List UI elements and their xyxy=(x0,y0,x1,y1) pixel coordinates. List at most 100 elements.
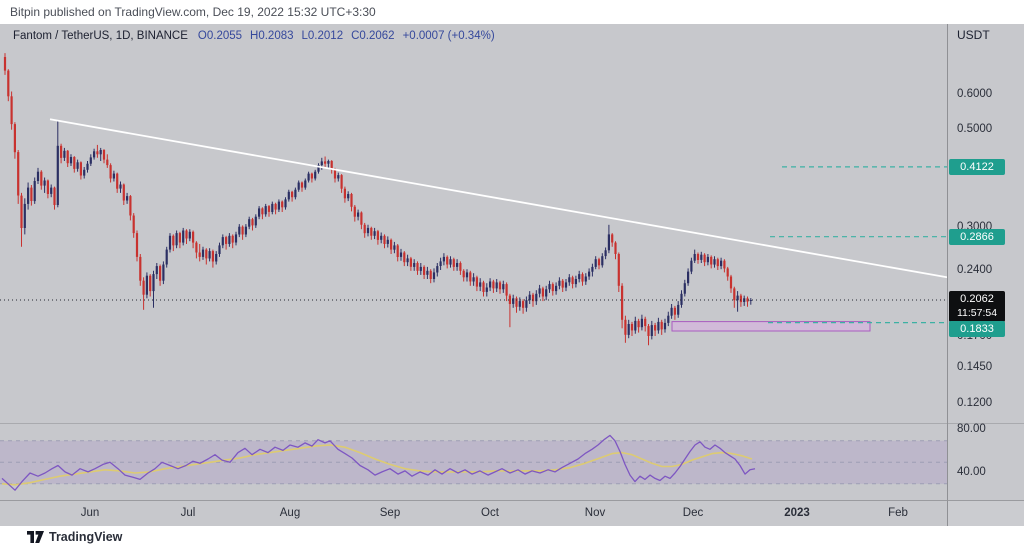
candle-body xyxy=(594,259,597,267)
candle-body xyxy=(297,182,300,190)
candle-body xyxy=(465,272,469,278)
candle-body xyxy=(541,288,544,297)
candle-body xyxy=(403,252,406,263)
candle-body xyxy=(680,293,683,305)
candle-body xyxy=(23,203,26,228)
candle-body xyxy=(746,298,749,302)
candle-body xyxy=(660,321,663,330)
candle-body xyxy=(294,189,297,198)
candle-body xyxy=(60,145,63,158)
candle-body xyxy=(581,274,584,282)
price-tick-label: 0.6000 xyxy=(957,88,993,100)
candle-body xyxy=(231,235,234,243)
level-price-badge: 0.4122 xyxy=(949,159,1005,175)
candle-body xyxy=(89,157,92,164)
candle-body xyxy=(601,256,604,266)
candle-body xyxy=(363,224,366,234)
candle-body xyxy=(383,235,386,244)
candle-body xyxy=(112,173,115,179)
rsi-line xyxy=(1,434,756,491)
time-axis-label: Nov xyxy=(584,507,606,519)
candle-body xyxy=(221,237,224,246)
candle-body xyxy=(314,171,317,179)
trendline xyxy=(49,118,947,279)
candle-body xyxy=(132,215,135,234)
candle-body xyxy=(637,320,640,328)
candle-body xyxy=(432,272,436,279)
candle-body xyxy=(129,196,132,216)
candle-body xyxy=(568,277,571,283)
candle-body xyxy=(670,307,673,316)
symbol-legend[interactable]: Fantom / TetherUS, 1D, BINANCE O0.2055 H0.… xyxy=(13,30,503,42)
level-price-badge: 0.1833 xyxy=(949,321,1005,337)
candle-body xyxy=(739,295,742,303)
candle-body xyxy=(76,162,79,169)
candle-body xyxy=(248,219,251,227)
candle-body xyxy=(145,275,148,295)
price-axis[interactable]: USDT 0.60000.50000.40000.30000.24000.170… xyxy=(947,24,1024,500)
time-axis[interactable]: Jun Jul Aug Sep Oct Nov Dec 2023 Feb xyxy=(0,500,947,527)
candle-body xyxy=(251,219,254,226)
candle-body xyxy=(93,151,96,158)
candle-body xyxy=(690,260,693,272)
legend-high: H0.2083 xyxy=(250,30,294,42)
candle-body xyxy=(317,165,320,172)
candle-body xyxy=(723,260,726,269)
candle-body xyxy=(254,216,257,226)
candle-body xyxy=(657,321,660,331)
price-pane-canvas[interactable] xyxy=(0,24,947,424)
candle-body xyxy=(99,150,102,155)
time-axis-label: Jul xyxy=(180,507,196,519)
candle-body xyxy=(324,161,327,164)
price-tick-label: 0.1450 xyxy=(957,361,993,373)
candle-body xyxy=(178,233,181,243)
candle-body xyxy=(452,259,455,267)
rsi-pane-canvas[interactable] xyxy=(0,424,947,500)
candle-body xyxy=(333,169,337,179)
candle-body xyxy=(634,320,637,331)
candle-body xyxy=(320,161,323,166)
candle-body xyxy=(551,284,554,292)
candle-body xyxy=(366,227,370,234)
candle-body xyxy=(495,282,498,289)
candle-body xyxy=(673,307,676,315)
tradingview-logo[interactable]: TradingView xyxy=(27,530,122,544)
candle-body xyxy=(340,175,343,189)
symbol-name[interactable]: Fantom / TetherUS, 1D, BINANCE xyxy=(13,30,188,42)
candle-body xyxy=(116,173,119,189)
candle-body xyxy=(53,187,56,205)
candle-body xyxy=(749,300,752,301)
candle-body xyxy=(472,277,475,282)
pane-divider[interactable] xyxy=(0,423,1024,424)
candle-body xyxy=(446,256,449,265)
candle-body xyxy=(69,157,73,164)
currency-label: USDT xyxy=(957,28,990,42)
tradingview-logo-icon xyxy=(27,531,44,543)
candle-body xyxy=(188,231,191,239)
candle-body xyxy=(617,254,620,286)
candle-body xyxy=(706,256,709,263)
candle-body xyxy=(274,203,277,210)
candle-body xyxy=(109,165,112,179)
candle-body xyxy=(159,266,162,281)
rsi-tick-label: 80.00 xyxy=(957,423,986,435)
candle-body xyxy=(736,295,739,301)
candle-body xyxy=(482,282,485,292)
attribution-bar: Bitpin published on TradingView.com, Dec… xyxy=(0,0,1024,24)
candle-body xyxy=(360,212,363,225)
chart-area[interactable]: Fantom / TetherUS, 1D, BINANCE O0.2055 H0.… xyxy=(0,24,1024,527)
candle-body xyxy=(291,191,294,198)
candle-body xyxy=(409,258,412,267)
candle-body xyxy=(205,249,208,259)
candle-body xyxy=(271,203,274,212)
candle-body xyxy=(426,270,429,275)
candle-body xyxy=(627,324,630,335)
time-axis-label: Oct xyxy=(481,507,499,519)
candle-body xyxy=(13,124,16,153)
candle-body xyxy=(155,266,158,275)
candle-body xyxy=(218,245,221,254)
candle-body xyxy=(462,270,465,278)
candle-body xyxy=(201,249,205,257)
candle-body xyxy=(512,298,515,304)
candle-body xyxy=(310,173,313,179)
